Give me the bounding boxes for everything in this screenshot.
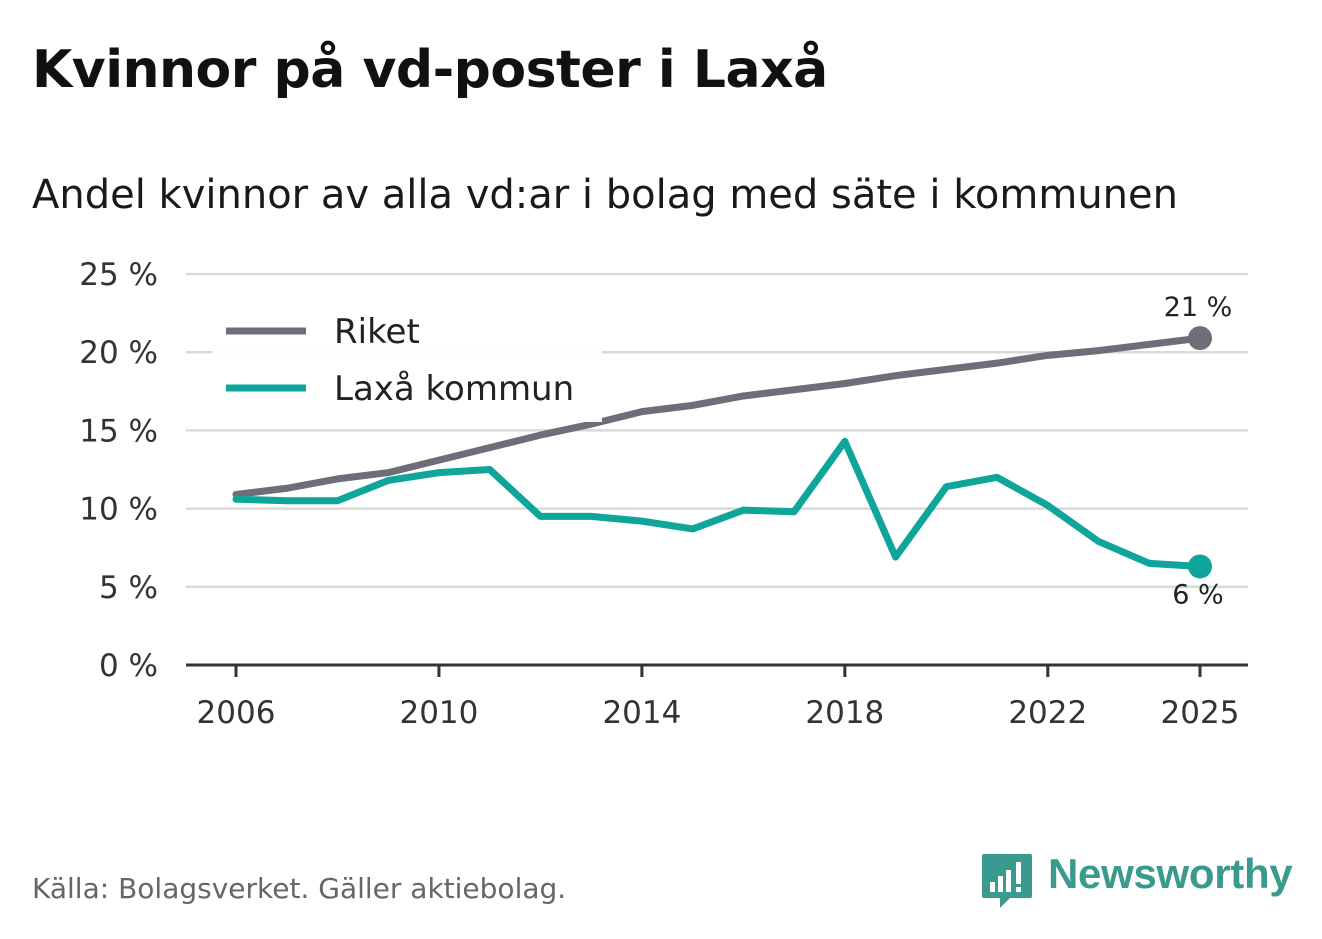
source-note: Källa: Bolagsverket. Gäller aktiebolag. [32,872,567,905]
x-tick-label: 2022 [1008,695,1087,731]
end-label-riket: 21 % [1164,292,1233,323]
line-chart: 0 % 5 % 10 % 15 % 20 % 25 % 2006 2010 2014 2018 20… [79,257,1248,731]
x-tick-label: 2025 [1161,695,1240,731]
y-tick-label: 10 % [79,492,158,528]
x-tick-label: 2006 [197,695,276,731]
end-labels: 21 % 6 % [1164,292,1233,610]
series-line-riket [232,334,1204,499]
chart-title: Kvinnor på vd-poster i Laxå [32,40,828,100]
legend-label[interactable]: Laxå kommun [334,369,574,409]
end-point-riket [1188,326,1212,351]
x-tick-label: 2010 [399,695,478,731]
end-point-laxa [1188,554,1212,579]
y-tick-label: 20 % [79,335,158,371]
series-line-laxa [232,437,1204,570]
legend-label[interactable]: Riket [334,312,420,352]
x-tick-label: 2014 [602,695,681,731]
series-lines [232,326,1212,579]
y-tick-label: 5 % [99,570,158,606]
axes: 0 % 5 % 10 % 15 % 20 % 25 % 2006 2010 2014 2018 20… [79,257,1248,731]
y-tick-label: 25 % [79,257,158,293]
chart-subtitle: Andel kvinnor av alla vd:ar i bolag med … [32,172,1178,218]
x-tick-label: 2018 [805,695,884,731]
y-tick-label: 0 % [99,648,158,684]
newsworthy-logo-icon [982,854,1032,908]
legend-background [212,300,602,422]
y-tick-label: 15 % [79,413,158,449]
legend: Riket Laxå kommun [212,300,602,422]
end-label-laxa: 6 % [1172,579,1223,610]
brand-name: Newsworthy [1048,850,1293,897]
